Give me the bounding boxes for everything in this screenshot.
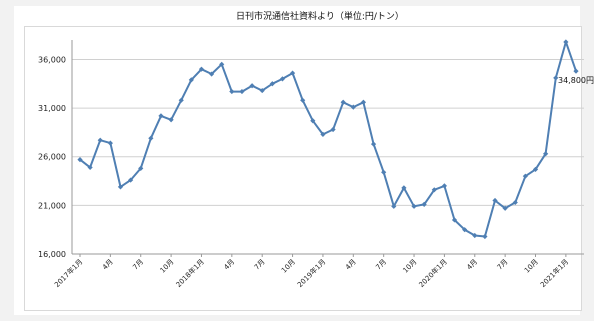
data-point bbox=[198, 66, 205, 72]
data-point bbox=[522, 173, 528, 179]
y-tick-label: 31,000 bbox=[38, 104, 66, 113]
y-tick-label: 21,000 bbox=[38, 201, 66, 210]
x-tick-label: 7月 bbox=[496, 258, 510, 272]
x-tick-labels: 2017年1月 4月 7月 10月 2018年1月 4月 7月 10月 2019年1月 4月 7月 1… bbox=[52, 254, 570, 289]
y-tick-label: 26,000 bbox=[38, 153, 66, 162]
data-point bbox=[381, 169, 387, 175]
data-point bbox=[330, 126, 336, 133]
data-point bbox=[421, 201, 427, 207]
x-tick-label: 10月 bbox=[523, 258, 540, 275]
data-point bbox=[87, 164, 93, 171]
data-point bbox=[431, 187, 437, 193]
data-point bbox=[563, 39, 569, 45]
series-price bbox=[77, 39, 579, 240]
data-point bbox=[138, 165, 144, 171]
data-point bbox=[451, 217, 458, 223]
data-point bbox=[472, 232, 478, 239]
x-tick-label: 2021年1月 bbox=[538, 257, 570, 289]
x-tick-label: 2018年1月 bbox=[174, 257, 206, 289]
y-tick-label: 36,000 bbox=[38, 55, 66, 64]
data-point bbox=[208, 71, 215, 77]
data-point bbox=[97, 137, 103, 143]
data-point bbox=[128, 177, 134, 183]
x-tick-label: 4月 bbox=[222, 258, 236, 272]
data-point bbox=[148, 135, 154, 141]
data-point bbox=[249, 83, 255, 89]
annotations: 34,800円 bbox=[558, 76, 594, 85]
data-point bbox=[300, 97, 306, 103]
data-point bbox=[259, 87, 265, 94]
data-point bbox=[482, 233, 488, 240]
data-point bbox=[158, 113, 164, 119]
data-point bbox=[229, 88, 235, 95]
data-point bbox=[239, 88, 245, 95]
data-point bbox=[269, 81, 275, 87]
data-point bbox=[117, 184, 124, 190]
data-point bbox=[370, 141, 377, 147]
series-line bbox=[79, 40, 577, 238]
data-point bbox=[310, 118, 316, 124]
data-point bbox=[492, 197, 498, 204]
data-point bbox=[360, 99, 367, 105]
x-tick-label: 2020年1月 bbox=[417, 257, 449, 289]
data-point bbox=[320, 131, 326, 137]
data-point bbox=[188, 77, 194, 83]
data-point bbox=[441, 183, 448, 189]
data-label: 34,800円 bbox=[558, 76, 594, 85]
x-tick-label: 10月 bbox=[159, 258, 176, 275]
data-point bbox=[401, 185, 407, 191]
gridlines bbox=[72, 58, 584, 255]
x-tick-label: 10月 bbox=[402, 258, 419, 275]
data-point bbox=[279, 76, 286, 82]
data-point bbox=[178, 97, 184, 103]
data-point bbox=[340, 99, 346, 105]
data-point bbox=[553, 75, 559, 81]
y-tick-label: 16,000 bbox=[38, 250, 66, 259]
data-point bbox=[391, 203, 397, 209]
x-tick-label: 7月 bbox=[253, 258, 267, 272]
data-point bbox=[77, 157, 83, 163]
data-point bbox=[512, 199, 518, 206]
data-point bbox=[502, 205, 508, 211]
data-point bbox=[532, 166, 539, 172]
data-point bbox=[107, 140, 113, 146]
data-point bbox=[543, 151, 549, 157]
data-point bbox=[411, 203, 417, 209]
data-point bbox=[289, 70, 296, 76]
data-point bbox=[462, 227, 468, 233]
data-point bbox=[219, 61, 225, 67]
x-tick-label: 10月 bbox=[280, 258, 297, 275]
x-tick-label: 4月 bbox=[101, 258, 115, 272]
x-tick-label: 7月 bbox=[374, 258, 388, 272]
chart-title: 日刊市況通信社資料より（単位:円/トン） bbox=[236, 10, 404, 22]
data-point bbox=[573, 68, 579, 74]
x-tick-label: 4月 bbox=[465, 258, 479, 272]
x-tick-label: 4月 bbox=[344, 258, 358, 272]
axes bbox=[71, 40, 584, 255]
x-tick-label: 2019年1月 bbox=[295, 257, 327, 289]
data-point bbox=[350, 104, 356, 110]
data-point bbox=[168, 117, 174, 123]
x-tick-label: 2017年1月 bbox=[52, 257, 84, 289]
y-tick-labels: 16,000 21,000 26,000 31,000 36,000 bbox=[38, 55, 66, 259]
x-tick-label: 7月 bbox=[131, 258, 145, 272]
